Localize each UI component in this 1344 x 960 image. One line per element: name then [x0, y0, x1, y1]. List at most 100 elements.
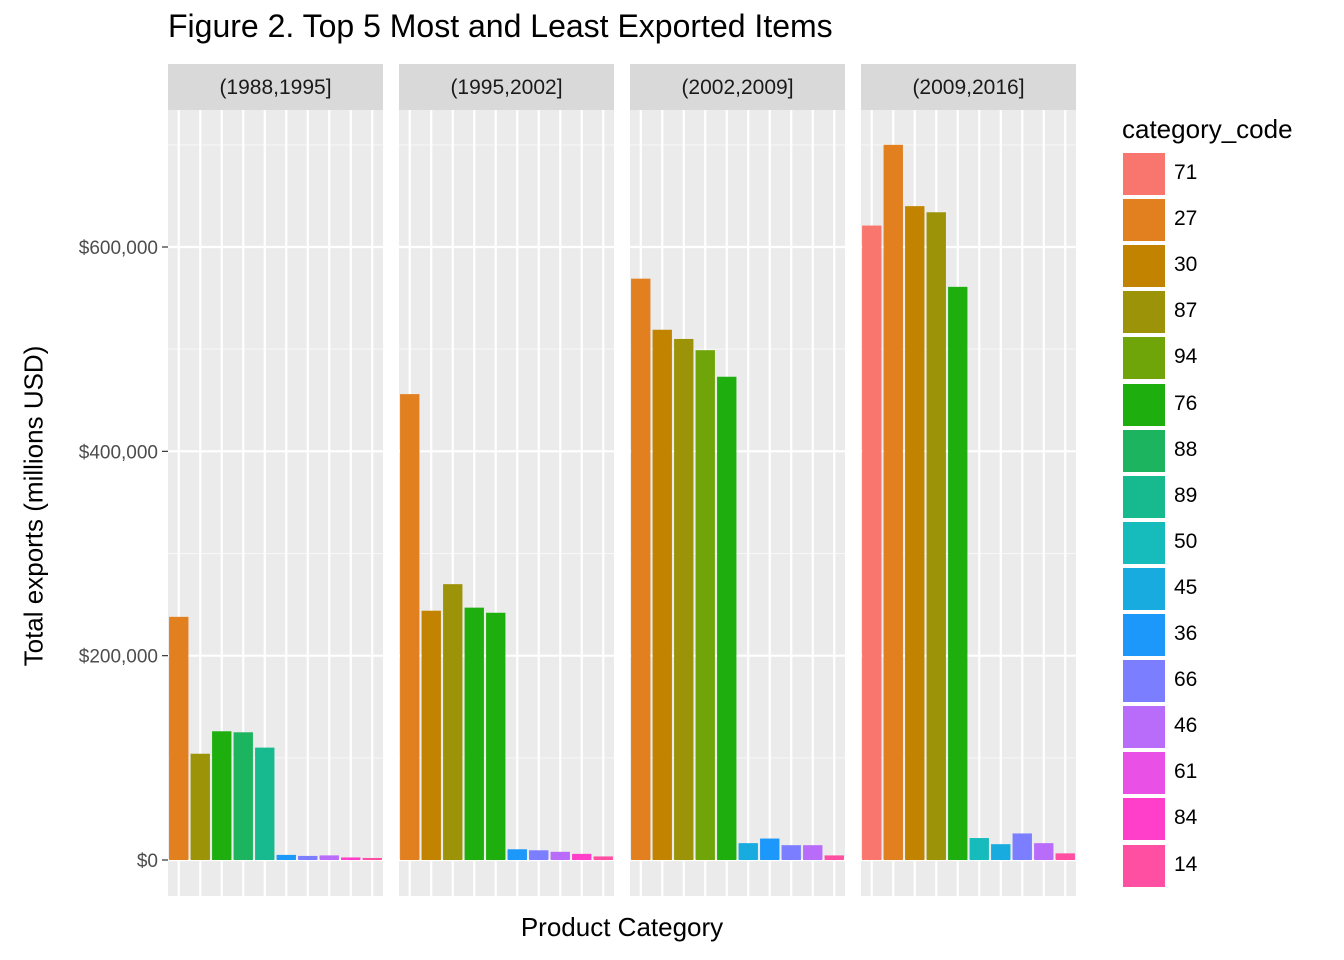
y-tick-label: $400,000	[79, 442, 158, 463]
legend-label: 89	[1174, 483, 1198, 507]
legend-item: 46	[1122, 704, 1322, 750]
facet-panel: (2009,2016]	[861, 64, 1076, 896]
legend-label: 27	[1174, 207, 1198, 231]
bar-76	[486, 612, 506, 860]
bar-14	[362, 857, 382, 860]
legend-label: 36	[1174, 622, 1198, 645]
bar-27	[400, 394, 420, 860]
bar-87	[443, 584, 463, 860]
legend-item: 88	[1122, 428, 1322, 474]
bar-36	[507, 849, 527, 860]
y-tick-label: $0	[137, 851, 158, 872]
bar-50	[969, 838, 989, 860]
bar-45	[991, 844, 1011, 860]
facet-strip-label: (2009,2016]	[912, 76, 1024, 99]
legend-item: 94	[1122, 335, 1322, 381]
legend-swatch	[1123, 798, 1165, 841]
y-axis-label: Total exports (millions USD)	[18, 345, 49, 667]
legend-item: 36	[1122, 612, 1322, 658]
legend-swatch	[1123, 521, 1165, 564]
bar-76	[212, 731, 232, 860]
legend-swatch	[1123, 383, 1165, 426]
legend-label: 71	[1174, 161, 1198, 184]
legend-label: 66	[1174, 668, 1198, 692]
legend-swatch	[1123, 706, 1165, 749]
legend-swatch	[1123, 337, 1165, 380]
bar-46	[1034, 843, 1054, 860]
legend-title: category_code	[1122, 114, 1293, 144]
bar-27	[169, 616, 189, 860]
bar-66	[529, 850, 549, 860]
bar-27	[631, 278, 651, 861]
y-tick-label: $200,000	[79, 647, 158, 668]
legend-item: 84	[1122, 796, 1322, 842]
bar-36	[760, 838, 780, 860]
bar-76	[464, 607, 484, 860]
bar-71	[862, 225, 882, 861]
bar-87	[926, 212, 946, 861]
bar-45	[738, 843, 758, 860]
bar-84	[341, 857, 361, 860]
legend-label: 84	[1174, 806, 1198, 830]
bar-66	[298, 855, 318, 860]
legend-swatch	[1123, 844, 1165, 887]
legend-item: 71	[1122, 151, 1322, 197]
legend-item: 61	[1122, 750, 1322, 796]
bar-84	[572, 853, 592, 860]
legend-swatch	[1123, 752, 1165, 795]
legend-label: 88	[1174, 437, 1198, 461]
bar-30	[652, 329, 672, 860]
legend-swatch	[1123, 614, 1165, 656]
legend-label: 87	[1174, 299, 1198, 323]
bar-30	[905, 206, 925, 861]
legend-swatch	[1123, 153, 1165, 195]
legend-swatch	[1123, 660, 1165, 703]
legend-swatch	[1123, 567, 1165, 610]
legend-label: 30	[1174, 253, 1198, 277]
facet-panel: (1988,1995]	[168, 64, 383, 896]
legend-swatch	[1123, 199, 1165, 242]
facet-strip-label: (1995,2002]	[450, 76, 562, 99]
bar-76	[717, 376, 737, 860]
legend-label: 94	[1174, 345, 1198, 369]
chart-title: Figure 2. Top 5 Most and Least Exported …	[168, 8, 833, 44]
legend-item: 50	[1122, 520, 1322, 566]
facet-strip	[630, 64, 845, 110]
facet-strip	[861, 64, 1076, 110]
bar-30	[421, 610, 441, 860]
facet-panel: (2002,2009]	[630, 64, 845, 896]
legend-item: 87	[1122, 289, 1322, 335]
bar-14	[824, 855, 844, 860]
legend-item: 66	[1122, 658, 1322, 704]
legend-label: 61	[1174, 760, 1198, 784]
bar-46	[319, 855, 339, 860]
legend-item: 14	[1122, 843, 1322, 889]
bar-27	[883, 144, 903, 861]
bar-66	[781, 845, 801, 860]
legend-label: 50	[1174, 529, 1198, 553]
legend-swatch	[1123, 475, 1165, 518]
legend-label: 45	[1174, 575, 1198, 599]
bar-89	[255, 747, 275, 860]
bar-76	[948, 286, 968, 861]
legend-swatch	[1123, 245, 1165, 288]
y-tick-label: $600,000	[79, 238, 158, 259]
facet-strip	[399, 64, 614, 110]
legend-item: 30	[1122, 243, 1322, 289]
bar-14	[1055, 853, 1075, 860]
legend-label: 76	[1174, 391, 1198, 415]
legend-label: 46	[1174, 714, 1198, 738]
bar-36	[276, 854, 296, 860]
facet-panel: (1995,2002]	[399, 64, 614, 896]
bar-87	[674, 338, 694, 860]
legend-item: 27	[1122, 197, 1322, 243]
legend-item: 89	[1122, 474, 1322, 520]
legend-swatch	[1123, 291, 1165, 334]
legend-label: 14	[1174, 852, 1198, 876]
legend-swatch	[1123, 429, 1165, 472]
bar-87	[190, 753, 210, 860]
bar-88	[233, 732, 253, 860]
bar-66	[1012, 833, 1032, 860]
legend-item: 45	[1122, 566, 1322, 612]
